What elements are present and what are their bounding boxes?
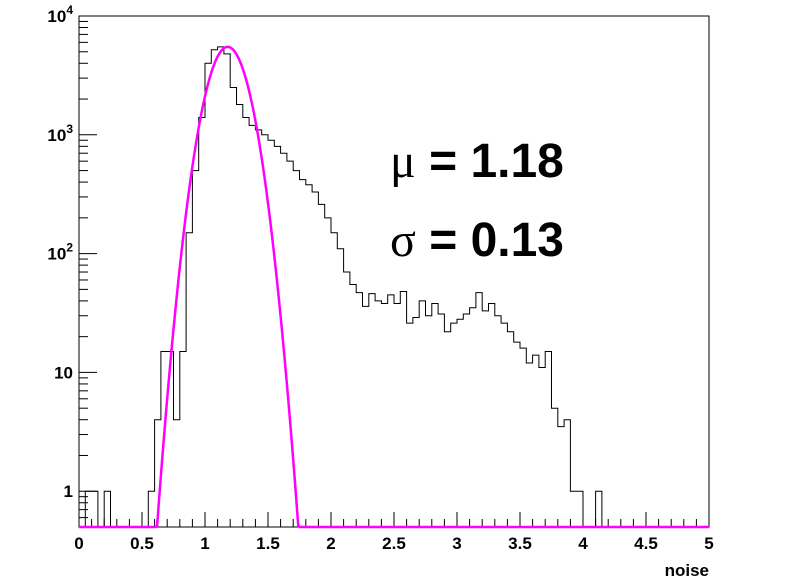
x-axis-title: noise (665, 561, 709, 580)
y-tick-exponent: 2 (66, 241, 73, 255)
x-tick-label: 1 (200, 534, 209, 553)
y-tick-label: 103 (47, 122, 73, 145)
plot-frame (78, 15, 710, 528)
x-tick-label: 0 (74, 534, 83, 553)
x-tick-label: 2.5 (382, 534, 406, 553)
sigma-value-text: = 0.13 (416, 214, 564, 267)
y-tick-base: 10 (47, 245, 66, 264)
gaussian-fit-line (79, 45, 709, 529)
x-tick-label: 1.5 (256, 534, 280, 553)
histogram-series (79, 46, 709, 528)
x-tick-label: 3.5 (508, 534, 532, 553)
y-tick-base: 10 (47, 7, 66, 26)
annotation-mean: μ = 1.18 (390, 135, 564, 188)
y-tick-label: 102 (47, 241, 73, 264)
y-tick-exponent: 3 (66, 122, 73, 136)
x-axis: 0 0.5 1 1.5 2 2.5 3 3.5 4 4.5 5 (74, 512, 714, 553)
y-tick-label: 10 (54, 363, 73, 382)
y-tick-base: 10 (47, 126, 66, 145)
y-tick-label: 104 (47, 3, 73, 26)
mu-symbol: μ (390, 135, 416, 188)
y-tick-label: 1 (64, 482, 73, 501)
sigma-symbol: σ (390, 214, 416, 267)
x-tick-label: 3 (452, 534, 461, 553)
y-tick-exponent: 4 (66, 3, 73, 17)
x-tick-label: 4.5 (634, 534, 658, 553)
x-tick-label: 5 (704, 534, 713, 553)
annotation-sigma: σ = 0.13 (390, 214, 564, 267)
x-tick-label: 4 (578, 534, 588, 553)
mean-value-text: = 1.18 (416, 135, 564, 188)
x-tick-label: 2 (326, 534, 335, 553)
x-tick-label: 0.5 (130, 534, 154, 553)
